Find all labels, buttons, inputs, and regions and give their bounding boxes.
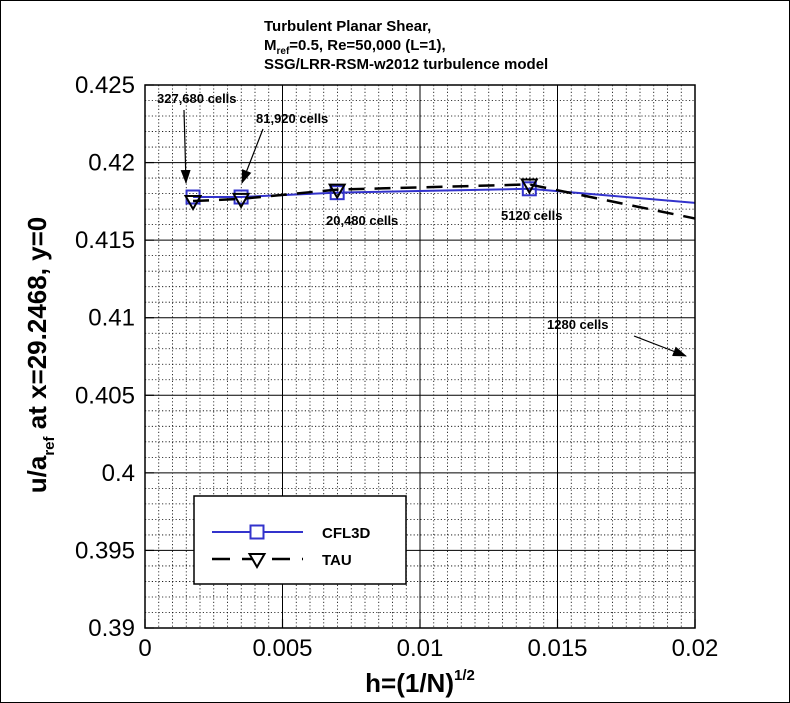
y-axis-title: u/aref at x=29.2468, y=0	[22, 217, 58, 494]
y-tick-label: 0.395	[75, 537, 135, 564]
y-tick-label: 0.415	[75, 227, 135, 254]
y-tick-label: 0.425	[75, 72, 135, 99]
annotation-arrow-1	[180, 109, 191, 184]
title-line-3: SSG/LRR-RSM-w2012 turbulence model	[264, 56, 548, 73]
annotation-label-2: 81,920 cells	[256, 111, 328, 126]
annotation-label-5: 1280 cells	[547, 317, 608, 332]
x-tick-label: 0.005	[252, 635, 312, 662]
marker-tau-1	[183, 195, 203, 212]
marker-tau-3	[327, 183, 347, 200]
y-tick-label: 0.39	[88, 615, 135, 642]
legend-marker-tau	[247, 553, 267, 570]
y-tick-labels: 0.39 0.395 0.4 0.405 0.41 0.415 0.42 0.425	[75, 72, 135, 642]
y-tick-label: 0.42	[88, 150, 135, 177]
marker-tau-2	[231, 192, 251, 209]
chart-title: Turbulent Planar Shear, Mref=0.5, Re=50,0…	[264, 18, 548, 73]
title-line-1: Turbulent Planar Shear,	[264, 18, 431, 35]
x-tick-label: 0	[138, 635, 151, 662]
legend-label-tau: TAU	[322, 552, 352, 569]
annotation-label-4: 5120 cells	[501, 208, 562, 223]
axis-titles: h=(1/N)1/2 u/aref at x=29.2468, y=0	[22, 217, 475, 698]
y-tick-label: 0.41	[88, 305, 135, 332]
annotation-arrow-2	[241, 128, 264, 184]
annotation-label-1: 327,680 cells	[157, 91, 237, 106]
series-line-cfl3d	[193, 187, 695, 204]
y-tick-label: 0.405	[75, 382, 135, 409]
legend-marker-cfl3d	[249, 524, 265, 540]
axis-ticks	[144, 84, 696, 629]
x-axis-title: h=(1/N)1/2	[365, 667, 475, 698]
x-tick-labels: 0 0.005 0.01 0.015 0.02	[138, 635, 718, 662]
x-tick-label: 0.01	[397, 635, 444, 662]
annotation-arrow-5	[633, 335, 687, 357]
data-series	[183, 178, 695, 220]
x-tick-label: 0.015	[527, 635, 587, 662]
y-tick-label: 0.4	[102, 460, 135, 487]
legend: CFL3D TAU	[193, 495, 407, 585]
title-line-2: Mref=0.5, Re=50,000 (L=1),	[264, 37, 446, 57]
x-tick-label: 0.02	[672, 635, 719, 662]
marker-cfl3d-4	[521, 181, 537, 197]
legend-label-cfl3d: CFL3D	[322, 525, 371, 542]
marker-tau-4	[520, 178, 539, 195]
legend-box	[193, 495, 407, 585]
annotations: 327,680 cells 81,920 cells 20,480 cells 512…	[157, 91, 687, 357]
annotation-label-3: 20,480 cells	[326, 213, 398, 228]
series-line-tau	[192, 183, 695, 220]
